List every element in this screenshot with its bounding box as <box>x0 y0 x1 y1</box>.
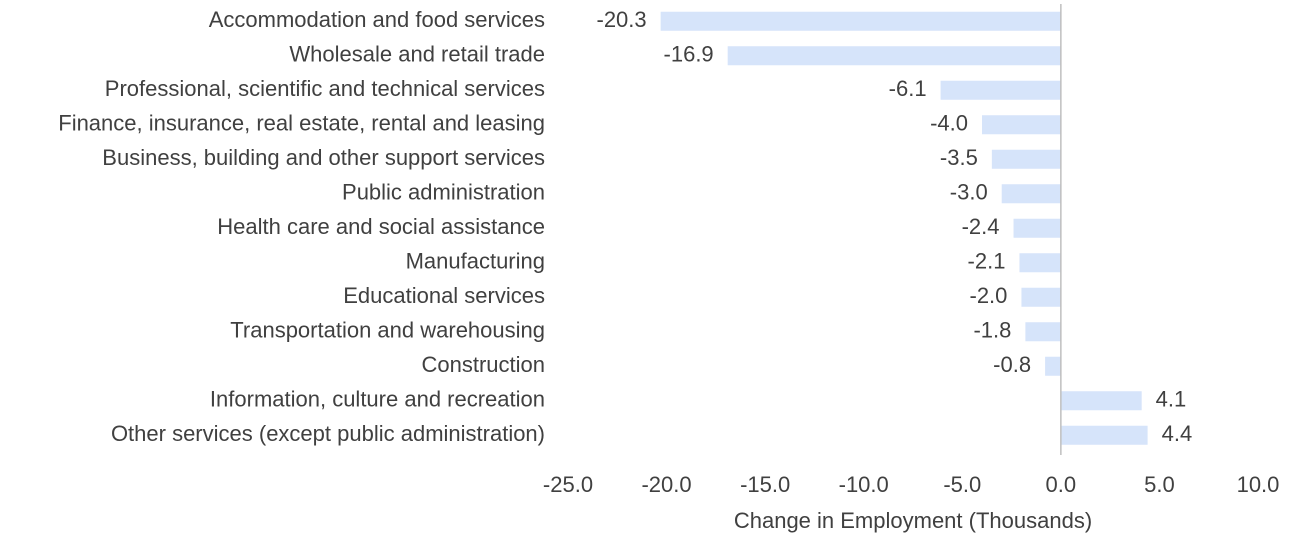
bar <box>1001 184 1061 204</box>
x-tick-label: 5.0 <box>1144 472 1175 497</box>
bar <box>727 46 1061 66</box>
category-label: Business, building and other support ser… <box>102 145 545 170</box>
bars-group <box>660 11 1148 445</box>
bar <box>940 80 1061 100</box>
value-label: -2.1 <box>968 249 1006 274</box>
category-label: Professional, scientific and technical s… <box>105 76 545 101</box>
value-label: -20.3 <box>597 7 647 32</box>
value-label: 4.4 <box>1162 421 1193 446</box>
category-label: Manufacturing <box>406 249 545 274</box>
bar <box>660 11 1061 31</box>
category-label: Health care and social assistance <box>217 214 545 239</box>
value-label: -3.0 <box>950 180 988 205</box>
x-axis-title: Change in Employment (Thousands) <box>734 508 1092 533</box>
bar <box>1019 253 1061 273</box>
bar <box>1021 287 1061 307</box>
category-label: Accommodation and food services <box>209 7 545 32</box>
value-label: -3.5 <box>940 145 978 170</box>
value-labels-group: -20.3 -16.9 -6.1-4.0 -3.5 -3.0 -2.4 -2.1 -2.0 -1… <box>597 7 1193 446</box>
bar <box>991 149 1061 169</box>
value-label: -6.1 <box>889 76 927 101</box>
value-label: -2.4 <box>962 214 1000 239</box>
x-tick-label: -25.0 <box>543 472 593 497</box>
category-label: Finance, insurance, real estate, rental … <box>58 111 545 136</box>
value-label: -2.0 <box>970 283 1008 308</box>
bar <box>1060 391 1142 411</box>
bar <box>1025 322 1061 342</box>
value-label: 4.1 <box>1156 387 1187 412</box>
x-tick-label: 0.0 <box>1046 472 1077 497</box>
category-label: Educational services <box>343 283 545 308</box>
bar <box>982 115 1061 135</box>
category-labels-group: Accommodation and food services Wholesale… <box>58 7 545 446</box>
category-label: Construction <box>421 352 545 377</box>
x-tick-label: 10.0 <box>1237 472 1280 497</box>
value-label: -4.0 <box>930 111 968 136</box>
x-tick-label: -10.0 <box>839 472 889 497</box>
category-label: Public administration <box>342 180 545 205</box>
category-label: Other services (except public administra… <box>111 421 545 446</box>
value-label: -0.8 <box>993 352 1031 377</box>
category-label: Wholesale and retail trade <box>289 42 545 67</box>
value-label: -1.8 <box>973 318 1011 343</box>
category-label: Information, culture and recreation <box>210 387 545 412</box>
bar <box>1045 356 1061 376</box>
x-tick-label: -15.0 <box>740 472 790 497</box>
x-tick-label: -20.0 <box>641 472 691 497</box>
category-label: Transportation and warehousing <box>230 318 545 343</box>
value-label: -16.9 <box>664 42 714 67</box>
x-tick-labels-group: -25.0 -20.0 -15.0 -10.0 -5.0 0.0 5.0 10.0 <box>543 472 1279 497</box>
bar <box>1013 218 1061 238</box>
bar <box>1060 425 1148 445</box>
x-tick-label: -5.0 <box>943 472 981 497</box>
